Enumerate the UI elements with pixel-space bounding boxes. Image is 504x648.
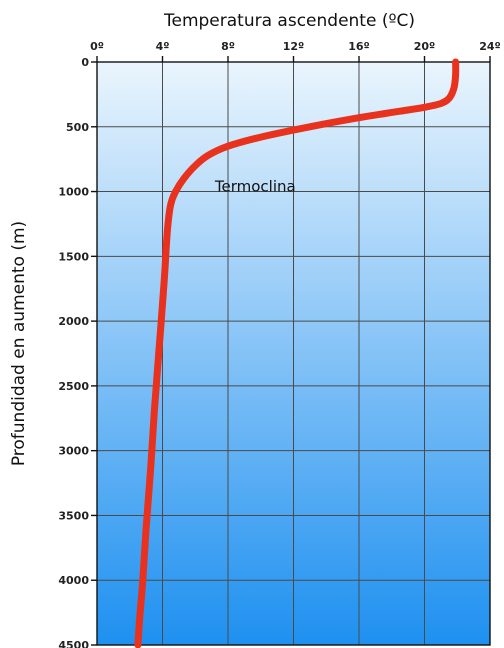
annotation-termoclina: Termoclina [214,178,296,196]
x-tick-label: 12º [283,40,305,53]
y-tick-label: 1500 [58,250,89,263]
x-tick-label: 0º [90,40,104,53]
x-tick-label: 8º [221,40,235,53]
y-tick-label: 4500 [58,639,89,648]
y-tick-label: 500 [66,121,89,134]
axis-ticks: 0º 4º 8º 12º 16º 20º 24º 0 500 1000 1500 2000 2500 30… [58,40,500,648]
y-tick-label: 2000 [58,315,89,328]
chart-title: Temperatura ascendente (ºC) [163,11,415,31]
x-tick-label: 24º [479,40,501,53]
y-tick-label: 0 [81,56,89,69]
y-tick-label: 4000 [58,574,89,587]
y-tick-label: 3500 [58,509,89,522]
y-tick-label: 1000 [58,186,89,199]
x-tick-label: 4º [156,40,170,53]
y-axis-label: Profundidad en aumento (m) [9,221,29,466]
x-tick-label: 16º [348,40,370,53]
x-tick-label: 20º [414,40,436,53]
temperature-profile-line [134,58,460,648]
y-tick-label: 3000 [58,445,89,458]
y-tick-label: 2500 [58,380,89,393]
